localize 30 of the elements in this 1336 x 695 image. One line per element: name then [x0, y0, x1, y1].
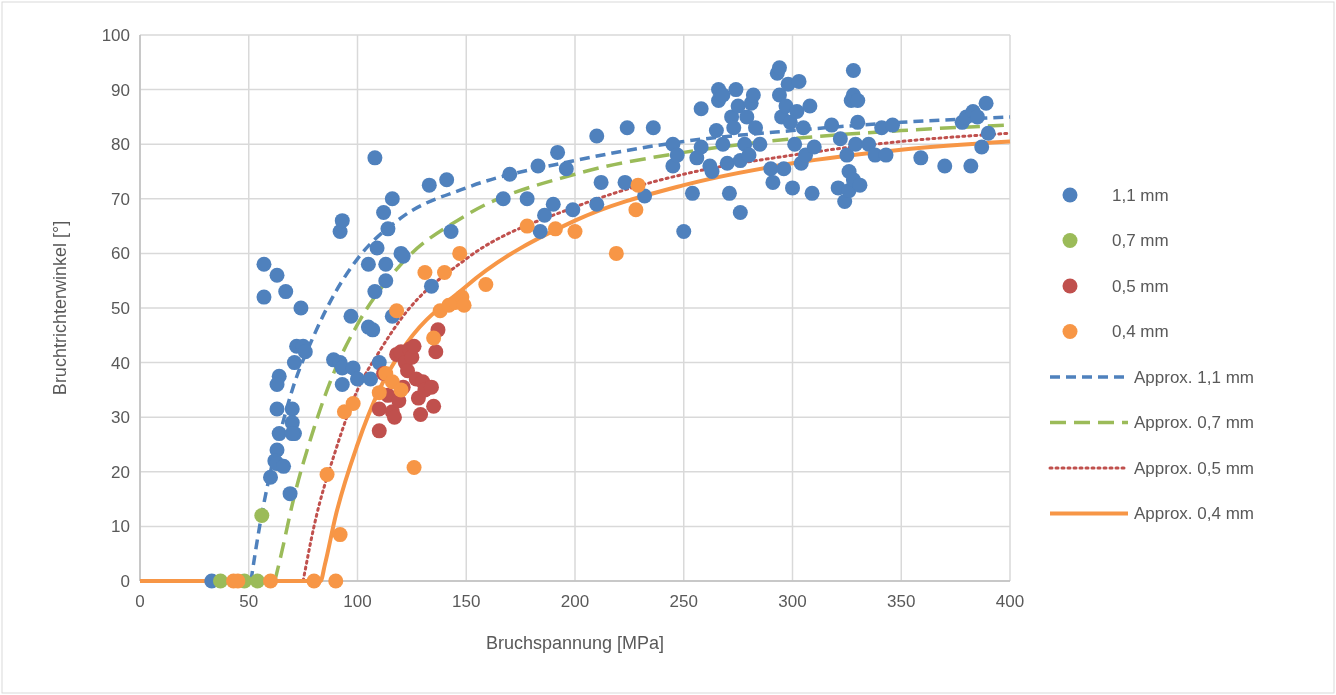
y-tick-label: 90: [111, 80, 130, 100]
legend-label: 0,7 mm: [1112, 231, 1169, 251]
legend-label: Approx. 0,7 mm: [1134, 413, 1254, 433]
legend-label: 1,1 mm: [1112, 185, 1169, 205]
x-tick-label: 150: [452, 592, 481, 611]
legend-label: Approx. 0,5 mm: [1134, 458, 1254, 478]
x-tick-label: 400: [995, 592, 1025, 611]
x-tick-label: 50: [239, 592, 259, 611]
y-tick-label: 50: [111, 298, 130, 318]
y-tick-label: 70: [111, 189, 130, 209]
y-axis-title: Bruchtrichterwinkel [°]: [50, 220, 70, 396]
x-tick-label: 300: [778, 592, 807, 611]
y-tick-label: 30: [111, 408, 130, 428]
x-tick-label: 100: [343, 592, 372, 611]
x-tick-label: 200: [560, 592, 590, 611]
legend-label: Approx. 0,4 mm: [1134, 504, 1254, 524]
y-tick-label: 100: [101, 25, 130, 45]
y-tick-label: 10: [111, 517, 130, 537]
legend-label: 0,4 mm: [1112, 322, 1169, 342]
x-axis-title: Bruchspannung [MPa]: [485, 633, 665, 653]
legend-label: 0,5 mm: [1112, 276, 1169, 296]
y-tick-label: 60: [111, 244, 130, 264]
x-tick-label: 250: [669, 592, 698, 611]
y-tick-label: 40: [111, 353, 130, 373]
x-tick-label: 0: [135, 592, 145, 611]
y-tick-label: 80: [111, 135, 130, 155]
legend-label: Approx. 1,1 mm: [1134, 367, 1254, 387]
x-tick-label: 350: [887, 592, 916, 611]
y-tick-label: 20: [111, 462, 130, 482]
y-tick-label: 0: [120, 571, 130, 591]
